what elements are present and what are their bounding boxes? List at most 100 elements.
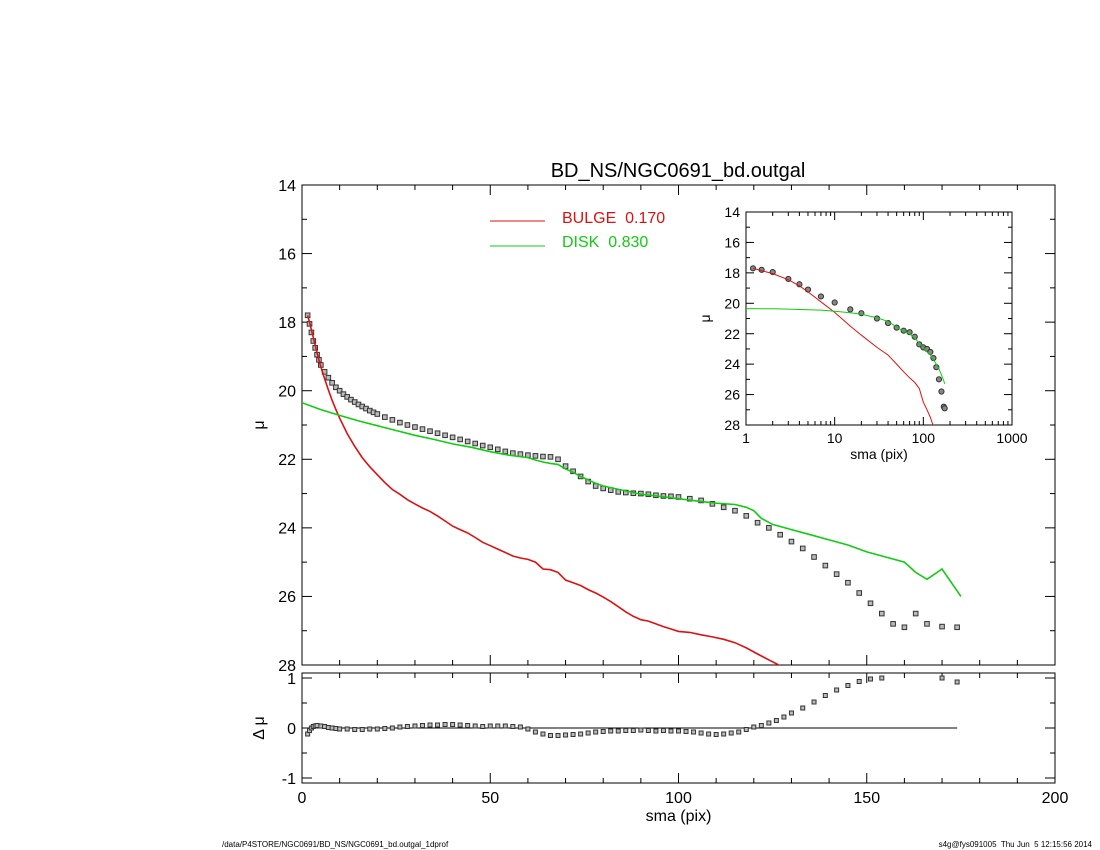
main-data-point [901, 624, 908, 631]
main-data-point [698, 497, 704, 504]
residual-data-point [811, 699, 817, 705]
inset-xtick-label: 1 [742, 430, 750, 446]
main-data-point [325, 374, 332, 381]
main-data-point [404, 422, 411, 428]
residual-data-point [570, 732, 576, 737]
main-data-point [502, 448, 509, 455]
main-data-point [833, 571, 840, 577]
residual-data-point [450, 722, 456, 727]
residual-xtick-label: 200 [1042, 790, 1069, 807]
residual-data-point [773, 718, 779, 723]
residual-data-point [404, 724, 410, 729]
residual-data-point [517, 724, 523, 730]
main-data-point [890, 621, 896, 627]
residual-ytick-label: 1 [287, 671, 296, 688]
residual-data-point [954, 679, 960, 685]
residual-series-group [305, 675, 960, 738]
residual-data-point [781, 714, 787, 720]
residual-data-point [600, 729, 606, 734]
residual-data-point [525, 726, 531, 732]
residual-data-point [442, 722, 448, 727]
main-data-point [472, 440, 478, 447]
residual-data-point [359, 727, 365, 732]
residual-data-point [728, 730, 734, 736]
legend: BULGE 0.170 DISK 0.830 [490, 210, 665, 251]
main-data-point [479, 442, 486, 449]
residual-data-point [845, 683, 851, 688]
residual-data-point [419, 723, 425, 728]
residual-data-point [766, 720, 772, 726]
main-data-point [777, 531, 783, 538]
residual-xlabel: sma (pix) [646, 808, 712, 825]
footer-timestamp: s4g@fys091005 Thu Jun 5 12:15:56 2014 [938, 840, 1092, 849]
main-series-group [302, 312, 962, 665]
main-data-point [924, 621, 930, 627]
residual-data-point [736, 729, 742, 735]
residual-data-point [653, 728, 659, 734]
inset-data-point [941, 405, 948, 412]
main-data-point [954, 624, 960, 631]
residual-data-point [706, 731, 712, 737]
main-data-point [555, 456, 561, 463]
inset-bulge-line [752, 267, 934, 425]
main-ytick-label: 26 [278, 589, 296, 606]
residual-data-point [435, 722, 441, 728]
inset-ytick-label: 20 [724, 295, 740, 311]
residual-data-point [547, 733, 553, 738]
inset-ylabel: μ [697, 314, 713, 322]
main-data-point [382, 414, 388, 420]
main-data-point [412, 424, 418, 430]
inset-ytick-label: 28 [724, 417, 740, 433]
residual-data-point [939, 675, 945, 681]
main-data-point [867, 600, 874, 607]
residual-data-point [751, 724, 757, 730]
residual-data-point [615, 728, 621, 734]
main-data-point [766, 525, 772, 531]
main-data-point [333, 384, 339, 391]
main-data-point [547, 454, 554, 460]
residual-data-point [389, 725, 395, 731]
inset-data-point [938, 388, 945, 395]
main-data-point [427, 428, 433, 434]
residual-data-point [555, 733, 561, 738]
main-data-point [686, 495, 693, 502]
main-data-point [856, 590, 863, 596]
residual-data-point [743, 727, 749, 732]
residual-data-point [713, 732, 719, 737]
main-ytick-label: 18 [278, 315, 296, 332]
residual-xtick-label: 0 [298, 790, 307, 807]
residual-data-point [668, 728, 674, 734]
main-data-point [532, 453, 539, 459]
residual-xtick-label: 50 [481, 790, 499, 807]
residual-data-point [585, 730, 591, 736]
main-ytick-label: 22 [278, 452, 296, 469]
residual-data-point [800, 705, 806, 711]
residual-ytick-label: 0 [287, 721, 296, 738]
main-data-point [494, 446, 501, 453]
main-data-point [389, 417, 396, 423]
inset-data-point [935, 376, 943, 383]
main-data-point [912, 610, 919, 617]
main-data-point [374, 411, 381, 417]
main-data-point [743, 513, 750, 519]
residual-data-point [502, 723, 508, 729]
main-data-point [754, 519, 761, 526]
residual-data-point [352, 727, 358, 732]
inset-data-point [916, 341, 923, 348]
residual-data-point [660, 728, 666, 733]
footer-file-path: /data/P4STORE/NGC0691/BD_NS/NGC0691_bd.o… [222, 840, 449, 849]
inset-data-point [911, 333, 918, 340]
residual-data-point [480, 724, 486, 729]
residual-data-point [510, 724, 516, 729]
residual-data-point [721, 731, 727, 737]
inset-data-point [847, 306, 854, 313]
main-data-point [879, 610, 885, 617]
main-data-point [540, 453, 546, 460]
inset-xtick-label: 100 [912, 430, 936, 446]
residual-xtick-label: 100 [665, 790, 692, 807]
residual-data-point [382, 726, 388, 731]
main-data-point [442, 432, 448, 439]
residual-data-point [608, 728, 614, 734]
main-ytick-label: 14 [278, 178, 296, 195]
